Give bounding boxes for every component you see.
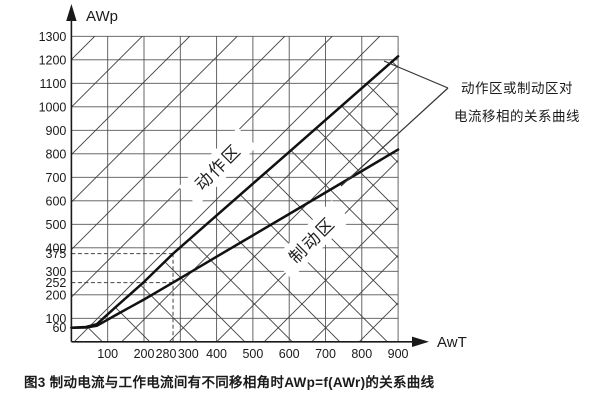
x-tick-label: 600: [279, 347, 300, 361]
hatch-line-up: [71, 36, 286, 251]
hatch-line-up: [263, 207, 399, 342]
curve-braking-boundary: [70, 148, 400, 329]
x-axis-label: AwT: [437, 334, 467, 351]
hatch-line-up: [71, 36, 143, 108]
x-axis-arrow-icon: [412, 336, 429, 347]
hatch-line-up: [73, 36, 381, 342]
y-tick-label: 700: [46, 171, 67, 185]
y-tick-label: 800: [46, 147, 67, 161]
y-axis-label: AWp: [86, 8, 118, 25]
y-tick-label: 60: [52, 321, 66, 335]
y-tick-label: 600: [46, 194, 67, 208]
annotation-line2: 电流移相的关系曲线: [454, 109, 580, 124]
y-tick-label: 1000: [39, 100, 67, 114]
leader-line-lower: [340, 87, 449, 187]
braking-zone-label-mask: [272, 200, 351, 279]
hatch-line-up: [216, 159, 399, 342]
x-tick-label: 300: [178, 347, 199, 361]
y-tick-label: 300: [46, 265, 67, 279]
hatch-line-up: [311, 254, 399, 342]
hatch-diagonal-up: [71, 36, 399, 342]
hatch-line-down: [71, 56, 399, 163]
y-tick-label: 900: [46, 124, 67, 138]
x-tick-label: 280: [156, 347, 177, 361]
hatch-line-up: [71, 36, 333, 298]
y-tick-label: 100: [46, 312, 67, 326]
y-tick-label: 500: [46, 218, 67, 232]
hatch-line-up: [71, 36, 191, 156]
hatch-line-down: [71, 73, 399, 342]
x-tick-label: 500: [242, 347, 263, 361]
hatch-line-up: [168, 112, 399, 342]
x-tick-label: 400: [206, 347, 227, 361]
y-tick-label: 252: [46, 276, 67, 290]
y-tick-label: 1200: [39, 53, 67, 67]
y-tick-label: 1300: [39, 30, 67, 44]
x-tick-label: 700: [315, 347, 336, 361]
y-axis-arrow-icon: [66, 4, 77, 21]
action-zone-label-group: 动作区: [178, 127, 257, 206]
hatch-line-down: [71, 263, 399, 342]
hatch-line-up: [121, 64, 399, 342]
curve-action-boundary: [70, 55, 400, 329]
annotation-line1: 动作区或制动区对: [461, 81, 573, 96]
x-tick-label: 800: [351, 347, 372, 361]
y-tick-label: 375: [46, 247, 67, 261]
x-tick-label: 200: [134, 347, 155, 361]
hatch-line-down: [71, 56, 399, 211]
x-tick-label: 100: [97, 347, 118, 361]
y-tick-label: 1100: [40, 77, 67, 91]
grid-lines: [71, 35, 399, 342]
dashed-reference-lines: [71, 253, 174, 342]
hatch-line-up: [71, 36, 238, 203]
tick-labels: 6010020025230037540050060070080090010001…: [39, 30, 409, 361]
x-tick-label: 900: [388, 347, 409, 361]
characteristic-curves: [70, 55, 400, 329]
figure-caption: 图3 制动电流与工作电流间有不同移相角时AWp=f(AWr)的关系曲线: [24, 375, 435, 390]
y-tick-label: 200: [46, 288, 67, 302]
action-zone-label-mask: [178, 127, 257, 206]
leader-line-upper: [383, 60, 449, 89]
y-tick-label: 400: [46, 241, 67, 255]
